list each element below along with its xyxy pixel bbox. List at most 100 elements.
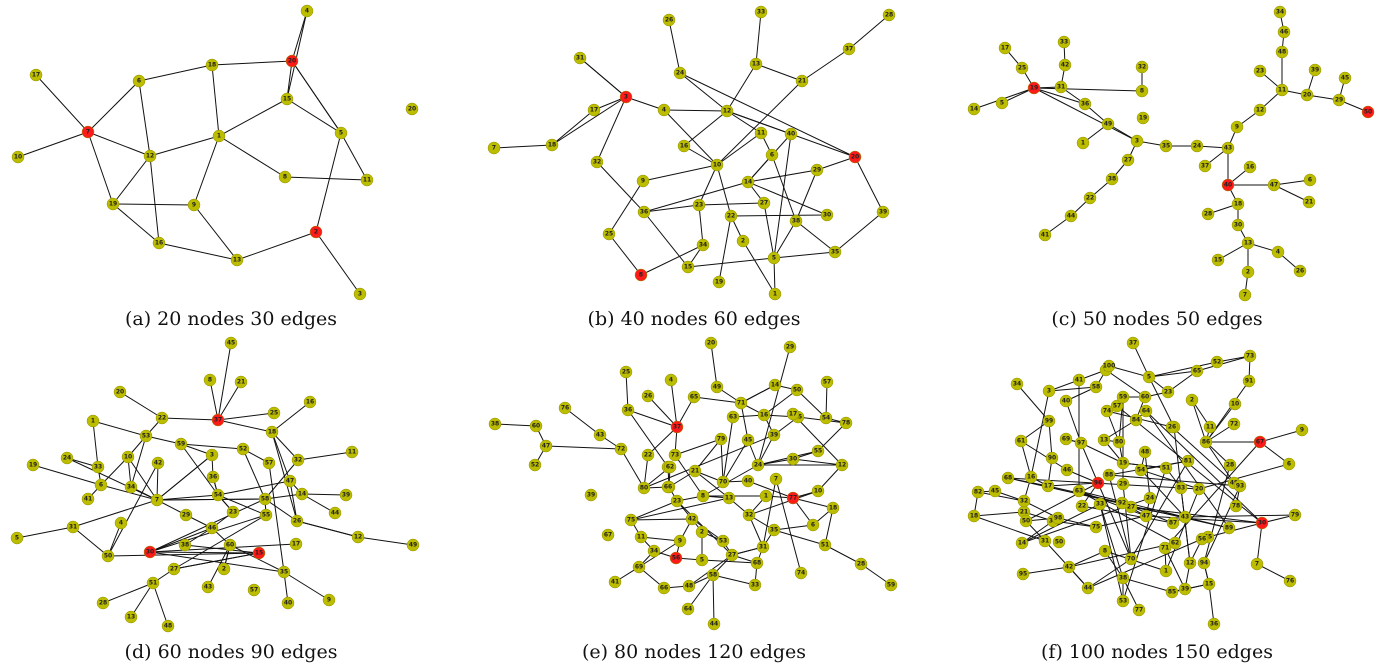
graph-node: 20 — [113, 385, 127, 399]
graph-node: 9 — [187, 198, 201, 212]
node-label: 27 — [1127, 504, 1135, 511]
graph-edge — [100, 456, 129, 486]
node-label: 83 — [1177, 485, 1185, 492]
node-circle — [143, 545, 157, 559]
graph-edge — [1047, 485, 1123, 504]
graph-edge — [87, 131, 114, 205]
panel-a: 1 2 3 4 5 6 7 8 9 10 11 12 13 15 16 17 18 19 20 20 (a) 20 n… — [0, 0, 462, 334]
node-label: 85 — [1168, 589, 1176, 596]
node-circle — [1197, 556, 1211, 570]
graph-node: 16 — [152, 236, 166, 250]
graph-node: 4 — [114, 516, 128, 530]
node-label: 12 — [354, 534, 362, 541]
graph-edge — [289, 480, 298, 522]
node-label: 60 — [226, 542, 234, 549]
node-label: 68 — [753, 560, 761, 567]
graph-edge — [16, 526, 74, 539]
graph-node: 89 — [1222, 521, 1236, 535]
node-label: 53 — [1119, 598, 1127, 605]
graph-node: 15 — [280, 92, 294, 106]
node-label: 20 — [116, 389, 124, 396]
graph-node: 49 — [710, 380, 724, 394]
node-circle — [1178, 582, 1192, 596]
node-label: 38 — [1119, 575, 1127, 582]
node-label: 22 — [727, 213, 735, 220]
node-label: 57 — [823, 379, 831, 386]
node-label: 74 — [797, 570, 805, 577]
node-label: 47 — [542, 443, 550, 450]
node-label: 16 — [1027, 474, 1035, 481]
graph-node: 79 — [1288, 508, 1302, 522]
node-circle — [1059, 432, 1073, 446]
node-circle — [971, 485, 985, 499]
graph-node: 37 — [1198, 159, 1212, 173]
node-label: 59 — [887, 582, 895, 589]
graph-node: 9 — [1295, 423, 1309, 437]
graph-edge — [642, 164, 718, 182]
node-circle — [1238, 288, 1252, 302]
node-circle — [265, 425, 279, 439]
node-circle — [1138, 445, 1152, 459]
graph-node: 8 — [1135, 84, 1149, 98]
graph-node: 78 — [1229, 499, 1243, 513]
graph-node: 57 — [247, 583, 261, 597]
graph-edge — [156, 494, 219, 501]
node-circle — [1089, 520, 1103, 534]
node-label: 51 — [1162, 465, 1170, 472]
node-circle — [1027, 81, 1041, 95]
node-circle — [1038, 228, 1052, 242]
node-label: 55 — [1204, 534, 1212, 541]
graph-edge — [663, 109, 728, 112]
node-circle — [750, 556, 764, 570]
node-label: 61 — [1017, 438, 1025, 445]
graph-node: 29 — [1116, 477, 1130, 491]
node-circle — [132, 74, 146, 88]
node-circle — [593, 428, 607, 442]
graph-node: 9 — [1230, 120, 1244, 134]
node-circle — [621, 403, 635, 417]
node-label: 15 — [255, 550, 263, 557]
node-circle — [1241, 236, 1255, 250]
node-label: 1 — [773, 291, 777, 298]
graph-node: 11 — [634, 530, 648, 544]
node-label: 2 — [741, 238, 745, 245]
node-circle — [124, 610, 138, 624]
node-circle — [634, 268, 648, 282]
node-label: 35 — [280, 569, 288, 576]
graph-node: 18 — [545, 138, 559, 152]
node-label: 1 — [1081, 140, 1085, 147]
graph-node: 47 — [283, 474, 297, 488]
node-label: 39 — [1311, 67, 1319, 74]
graph-edge — [286, 10, 308, 100]
graph-edge — [643, 204, 700, 213]
graph-edge — [596, 96, 627, 163]
graph-node: 29 — [1332, 93, 1346, 107]
node-circle — [1165, 585, 1179, 599]
node-circle — [1159, 139, 1173, 153]
node-circle — [1083, 191, 1097, 205]
node-label: 37 — [673, 424, 681, 431]
node-circle — [1178, 510, 1192, 524]
graph-node: 29 — [179, 508, 193, 522]
node-circle — [1211, 253, 1225, 267]
node-circle — [345, 445, 359, 459]
graph-node: 32 — [742, 508, 756, 522]
graph-node: 39 — [1178, 582, 1192, 596]
node-circle — [247, 583, 261, 597]
node-label: 28 — [1226, 462, 1234, 469]
graph-edge — [670, 379, 678, 428]
graph-node: 19 — [26, 458, 40, 472]
graph-edge — [127, 456, 158, 501]
node-circle — [291, 453, 305, 467]
graph-node: 23 — [226, 505, 240, 519]
node-circle — [1116, 456, 1130, 470]
graph-edge — [1033, 87, 1143, 92]
graph-node: 7 — [81, 125, 95, 139]
node-circle — [1338, 71, 1352, 85]
graph-node: 87 — [1166, 516, 1180, 530]
node-label: 11 — [1278, 87, 1286, 94]
node-circle — [726, 410, 740, 424]
node-label: 75 — [627, 517, 635, 524]
graph-edge — [158, 242, 238, 261]
graph-node: 17 — [786, 407, 800, 421]
